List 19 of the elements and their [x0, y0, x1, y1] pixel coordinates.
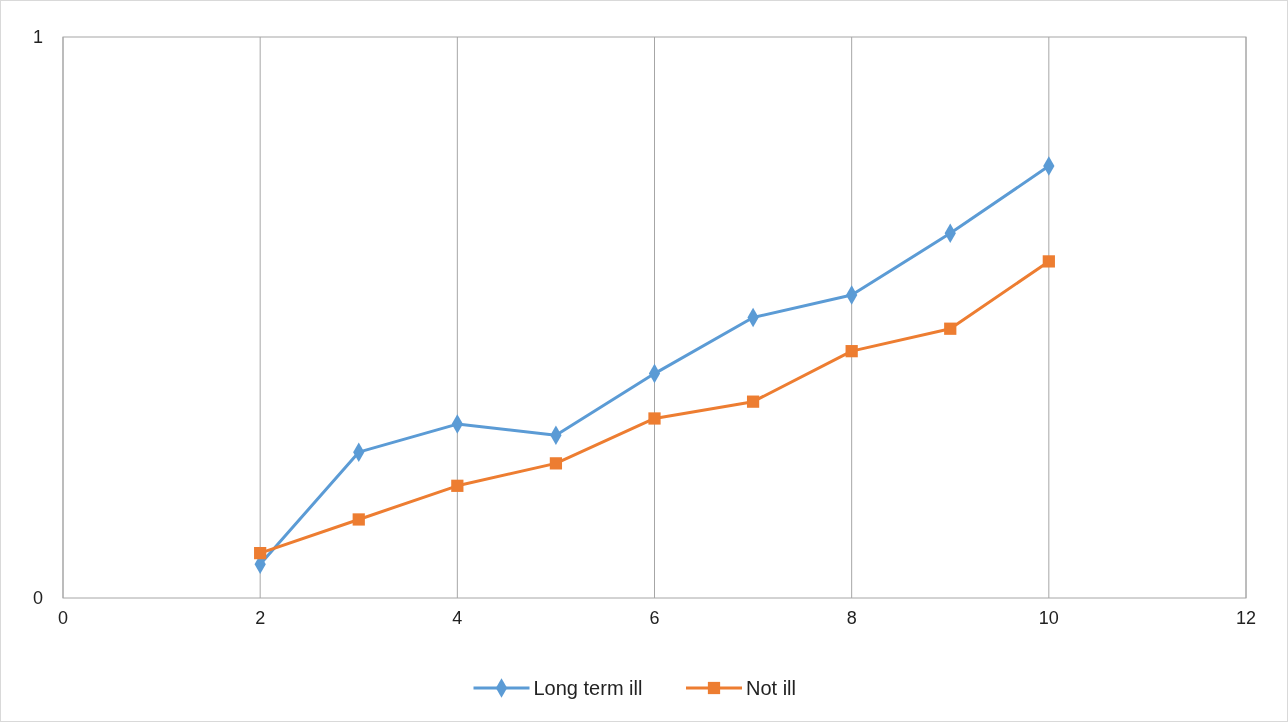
x-tick-label: 0 [57, 608, 69, 628]
point [352, 513, 365, 526]
point [944, 322, 957, 335]
point [845, 345, 858, 358]
y-tick-label: 1 [32, 27, 43, 47]
point [549, 457, 563, 470]
x-tick-label: 12 [1235, 608, 1257, 628]
point [451, 479, 464, 492]
legend-label: Not ill [746, 677, 797, 699]
point [254, 547, 267, 560]
x-tick-label: 8 [846, 608, 857, 628]
point [1042, 255, 1055, 268]
point [648, 412, 661, 425]
x-tick-label: 4 [452, 608, 463, 628]
point [746, 395, 760, 408]
x-tick-label: 10 [1038, 608, 1059, 628]
x-tick-label: 2 [255, 608, 266, 628]
legend-label: Long term ill [533, 677, 643, 699]
x-tick-label: 6 [649, 608, 660, 628]
